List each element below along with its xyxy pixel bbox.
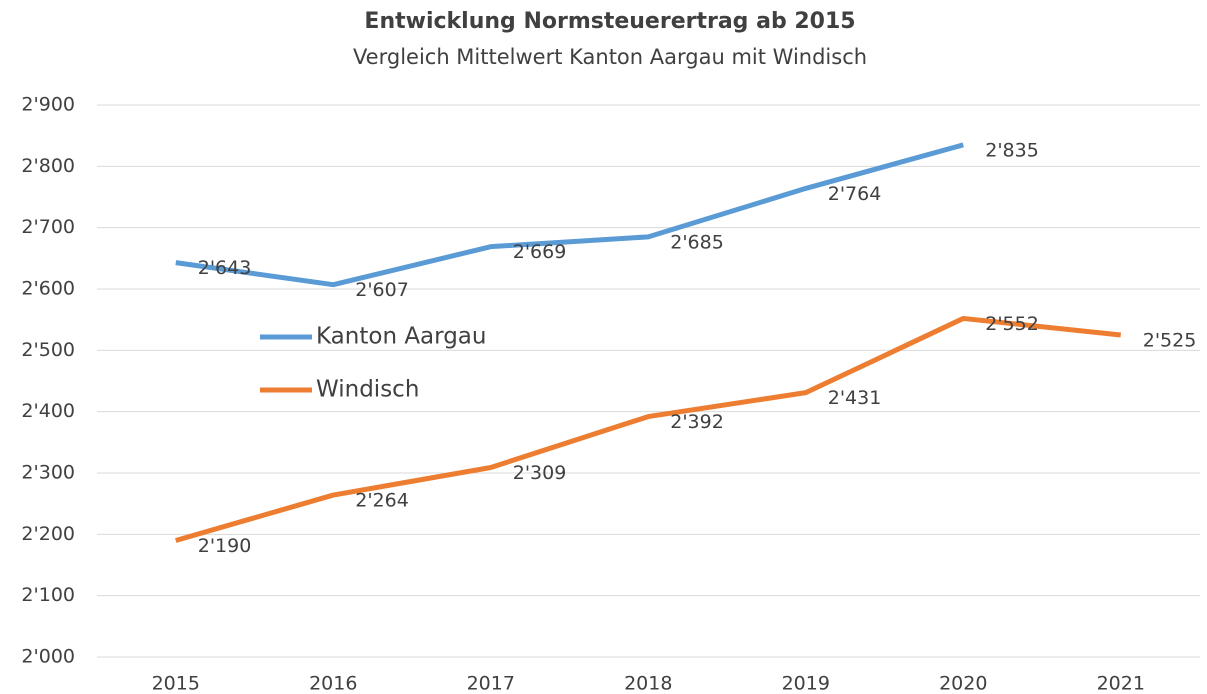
y-tick-label: 2'700 — [21, 216, 75, 238]
y-tick-label: 2'300 — [21, 462, 75, 484]
series-line — [175, 142, 964, 288]
y-tick-label: 2'200 — [21, 523, 75, 545]
chart-title: Entwicklung Normsteuerertrag ab 2015 — [364, 9, 855, 34]
y-tick-label: 2'900 — [21, 94, 75, 116]
data-label: 2'835 — [985, 139, 1039, 161]
x-tick-label: 2016 — [309, 673, 357, 694]
x-tick-label: 2019 — [782, 673, 830, 694]
x-tick-label: 2020 — [939, 673, 987, 694]
data-label: 2'392 — [670, 411, 724, 433]
y-tick-label: 2'400 — [21, 400, 75, 422]
data-label: 2'525 — [1143, 330, 1197, 352]
y-tick-label: 2'800 — [21, 155, 75, 177]
legend-label: Windisch — [316, 377, 419, 403]
chart-subtitle: Vergleich Mittelwert Kanton Aargau mit W… — [353, 45, 867, 69]
y-tick-label: 2'100 — [21, 584, 75, 606]
y-tick-label: 2'600 — [21, 278, 75, 300]
data-label: 2'190 — [198, 535, 252, 557]
x-tick-label: 2021 — [1097, 673, 1145, 694]
x-tick-label: 2018 — [624, 673, 672, 694]
data-label: 2'643 — [198, 257, 252, 279]
data-label: 2'607 — [355, 279, 409, 301]
data-label: 2'669 — [513, 241, 567, 263]
series-line — [175, 315, 1122, 543]
data-label: 2'552 — [985, 313, 1039, 335]
y-tick-label: 2'000 — [21, 646, 75, 668]
data-label: 2'685 — [670, 231, 724, 253]
data-label: 2'264 — [355, 490, 409, 512]
x-tick-label: 2017 — [467, 673, 515, 694]
legend-label: Kanton Aargau — [316, 324, 486, 350]
y-tick-label: 2'500 — [21, 339, 75, 361]
x-tick-label: 2015 — [152, 673, 200, 694]
data-label: 2'309 — [513, 462, 567, 484]
data-label: 2'431 — [828, 387, 882, 409]
data-label: 2'764 — [828, 183, 882, 205]
